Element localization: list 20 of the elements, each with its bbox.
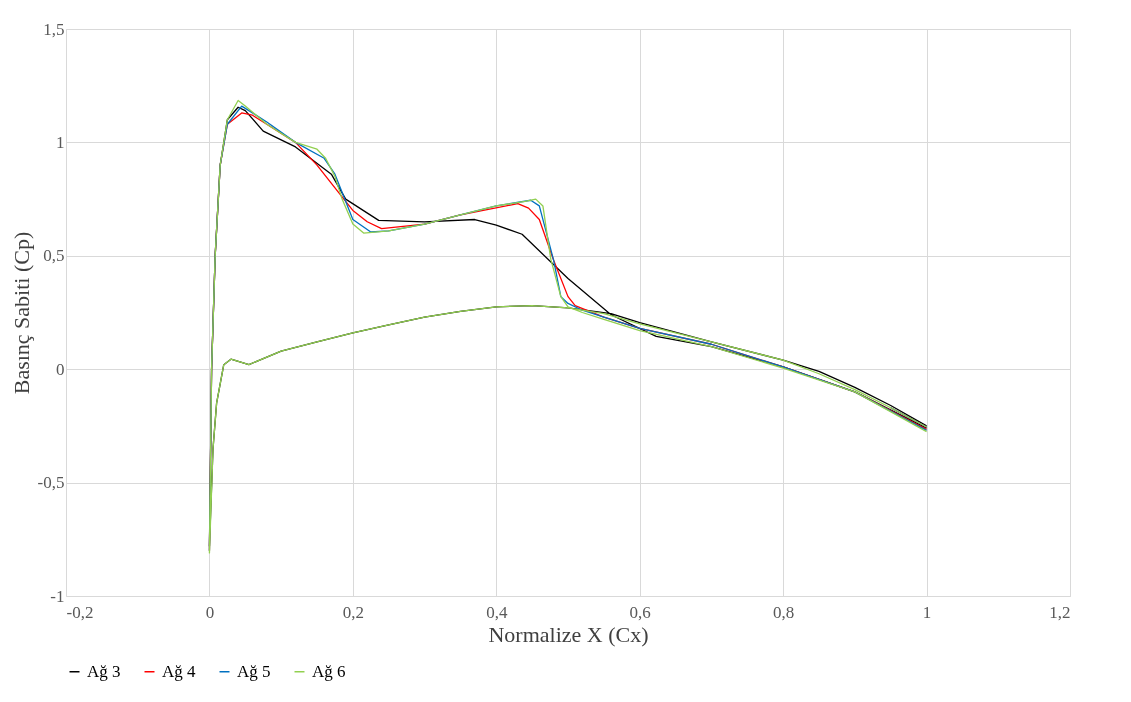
y-tick-label: 0,5 [43,246,65,266]
legend-label: Ağ 5 [237,661,271,681]
y-tick-label: 0 [56,359,65,379]
x-tick-label: 1 [922,602,932,622]
legend-label: Ağ 4 [162,661,197,681]
x-tick-label: -0,2 [66,602,94,622]
y-tick-label: 1 [56,132,65,152]
x-tick-label: 0,2 [342,602,364,622]
y-tick-label: -1 [50,586,65,606]
y-tick-label: -0,5 [37,473,65,493]
legend-label: Ağ 3 [87,661,121,681]
x-tick-label: 0,4 [486,602,508,622]
x-tick-label: 0,8 [773,602,795,622]
x-tick-label: 0 [205,602,215,622]
y-axis-title: Basınç Sabiti (Cp) [8,231,34,395]
y-tick-label: 1,5 [43,19,65,39]
x-tick-label: 1,2 [1049,602,1071,622]
legend-label: Ağ 6 [312,661,346,681]
x-tick-label: 0,6 [629,602,651,622]
x-axis-title: Normalize X (Cx) [488,621,649,647]
